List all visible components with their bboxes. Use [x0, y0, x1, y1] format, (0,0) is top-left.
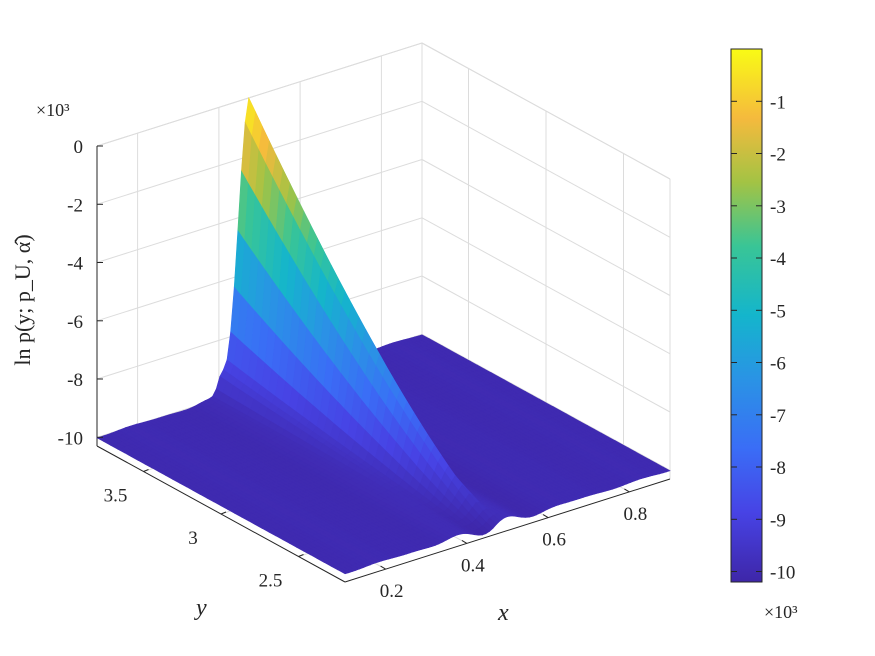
z-tick-label: -4	[67, 254, 83, 275]
z-tick-label: -2	[67, 195, 83, 216]
x-tick-mark	[542, 514, 549, 519]
colorbar	[730, 48, 763, 583]
grid-line	[421, 333, 671, 471]
y-tick-label: 3.5	[104, 486, 128, 507]
grid-line	[421, 100, 671, 238]
colorbar-tick-label: -6	[770, 354, 786, 375]
z-tick-label: -6	[67, 312, 83, 333]
x-tick-mark	[461, 539, 468, 544]
z-axis-label: ln p(y; p_U, α̂)	[10, 234, 35, 365]
z-tick-label: 0	[74, 137, 84, 158]
z-axis-label-group: ln p(y; p_U, α̂)	[10, 234, 35, 365]
pane-edge	[96, 42, 423, 147]
z-tick-label: -10	[58, 428, 83, 449]
x-tick-label: 0.8	[624, 504, 648, 525]
colorbar-tick-label: -9	[770, 510, 786, 531]
grid-line	[421, 159, 671, 296]
x-tick-label: 0.4	[461, 555, 485, 576]
z-tick-label: -8	[67, 370, 83, 391]
grid-line	[421, 275, 671, 413]
colorbar-tick-label: -7	[770, 406, 786, 427]
y-tick-label: 2.5	[259, 571, 283, 592]
colorbar-tick-label: -1	[770, 92, 786, 113]
x-axis-label: x	[497, 600, 509, 626]
colorbar-tick-label: -10	[770, 563, 795, 584]
colorbar-exponent-label: ×10³	[764, 602, 798, 622]
pane-edge	[421, 42, 671, 180]
y-axis-label: y	[194, 595, 207, 621]
grid-line	[421, 217, 671, 355]
colorbar-tick-label: -3	[770, 197, 786, 218]
colorbar-tick-label: -8	[770, 458, 786, 479]
x-tick-label: 0.6	[542, 530, 566, 551]
colorbar-tick-label: -4	[770, 249, 786, 270]
x-tick-mark	[624, 488, 630, 493]
z-exponent-label: ×10³	[36, 100, 70, 120]
colorbar-tick-label: -5	[770, 301, 786, 322]
y-tick-label: 3	[188, 528, 198, 549]
surface-mesh	[96, 96, 671, 575]
x-tick-mark	[380, 565, 386, 570]
x-tick-label: 0.2	[380, 581, 404, 602]
x-axis-line	[344, 478, 671, 583]
colorbar-tick-label: -2	[770, 145, 786, 166]
